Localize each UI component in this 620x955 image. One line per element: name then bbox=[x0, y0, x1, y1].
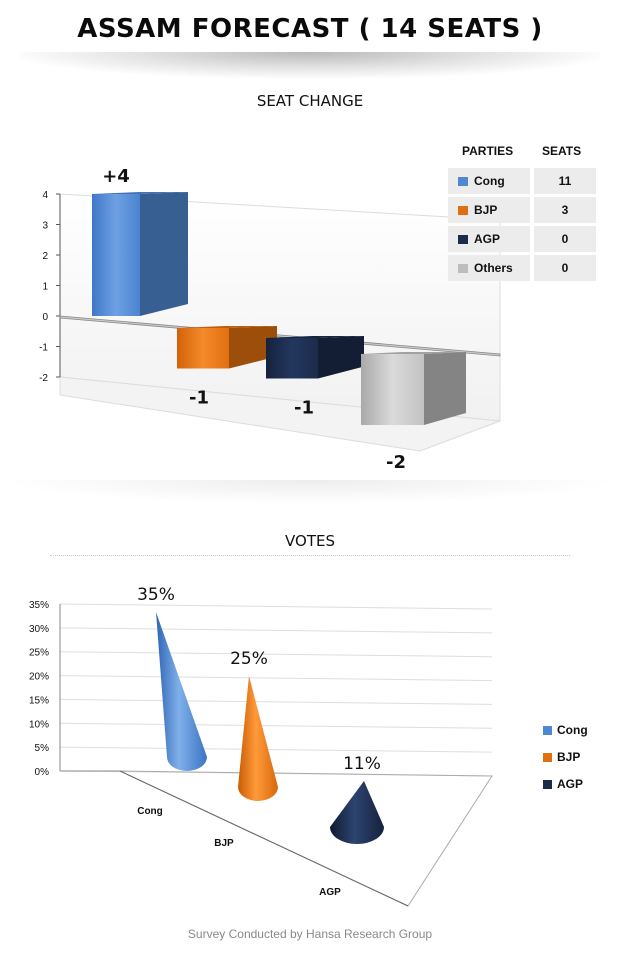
y-tick-label: 10% bbox=[29, 719, 49, 730]
table-header-parties: PARTIES bbox=[462, 144, 514, 158]
seats-cell: 3 bbox=[534, 197, 596, 223]
seats-cell: 0 bbox=[534, 226, 596, 252]
seats-cell: 11 bbox=[534, 168, 596, 194]
y-tick-label: 0% bbox=[35, 767, 50, 778]
x-tick-label: Cong bbox=[137, 806, 163, 817]
y-tick-label: 0 bbox=[42, 312, 48, 323]
party-cell: Cong bbox=[448, 168, 530, 194]
legend-item: AGP bbox=[543, 776, 620, 794]
bjp-swatch bbox=[458, 206, 468, 215]
grid-line bbox=[59, 746, 493, 753]
bar-top-face bbox=[177, 326, 277, 328]
party-cell: BJP bbox=[448, 197, 530, 223]
grid-line bbox=[59, 603, 493, 610]
cone-mark bbox=[238, 676, 278, 801]
y-tick-label: 2 bbox=[42, 251, 48, 262]
votes-chart: 35% 30% 25% 20% 15% 10% 5% 0% Cong BJP AGP 35% 25% 1… bbox=[29, 585, 493, 907]
cone-mark bbox=[330, 781, 384, 844]
header: ASSAM FORECAST ( 14 SEATS ) bbox=[0, 0, 620, 90]
grid-line bbox=[59, 651, 493, 658]
x-tick-label: BJP bbox=[214, 838, 234, 849]
bjp-legend-swatch bbox=[543, 753, 552, 762]
legend-label: BJP bbox=[557, 750, 581, 764]
bar-side-face bbox=[318, 336, 364, 379]
bar-front-face bbox=[361, 354, 424, 425]
agp-swatch bbox=[458, 235, 468, 244]
footer-credit: Survey Conducted by Hansa Research Group bbox=[187, 927, 433, 941]
legend-label: AGP bbox=[557, 777, 584, 791]
table-row: Cong 11 bbox=[448, 168, 598, 194]
y-tick-label: 20% bbox=[29, 672, 49, 683]
y-tick-label: 25% bbox=[29, 648, 49, 659]
legend-label: Cong bbox=[557, 723, 588, 737]
x-tick-label: AGP bbox=[319, 887, 341, 898]
y-tick-label: 15% bbox=[29, 695, 49, 706]
seat-change-title: SEAT CHANGE bbox=[256, 92, 364, 110]
data-label: 35% bbox=[137, 585, 175, 605]
section-separator bbox=[0, 480, 620, 504]
y-tick-label: 35% bbox=[29, 600, 49, 611]
legend-item: BJP bbox=[543, 749, 620, 767]
bar-front-face bbox=[177, 328, 229, 369]
floor bbox=[59, 376, 501, 452]
data-label: 11% bbox=[343, 754, 381, 774]
bar-side-face bbox=[140, 192, 188, 316]
votes-title: VOTES bbox=[285, 532, 335, 550]
title-shadow bbox=[20, 52, 600, 78]
data-label: -1 bbox=[294, 398, 314, 419]
y-tick-label: 3 bbox=[42, 221, 48, 232]
bar-top-face bbox=[92, 192, 188, 194]
agp-legend-swatch bbox=[543, 780, 552, 789]
grid-line bbox=[59, 627, 493, 634]
votes-divider bbox=[50, 555, 570, 556]
cong-swatch bbox=[458, 177, 468, 186]
party-cell: AGP bbox=[448, 226, 530, 252]
x-axis bbox=[119, 770, 409, 907]
table-header-seats: SEATS bbox=[542, 144, 582, 158]
page-title: ASSAM FORECAST ( 14 SEATS ) bbox=[77, 14, 543, 44]
y-tick-label: 1 bbox=[42, 282, 48, 293]
y-tick-label: 30% bbox=[29, 624, 49, 635]
data-label: -2 bbox=[386, 452, 406, 473]
table-row: BJP 3 bbox=[448, 197, 598, 223]
party-name: Others bbox=[474, 261, 513, 275]
cone-mark bbox=[156, 612, 207, 771]
bar-top-face bbox=[266, 336, 364, 338]
party-name: Cong bbox=[474, 174, 505, 188]
bar-side-face bbox=[424, 352, 466, 425]
y-tick-label: 5% bbox=[35, 743, 50, 754]
bar-top-face bbox=[361, 352, 466, 354]
others-swatch bbox=[458, 264, 468, 273]
y-tick-label: -2 bbox=[39, 373, 48, 384]
bar-front-face bbox=[266, 338, 318, 379]
cong-legend-swatch bbox=[543, 726, 552, 735]
data-label: -1 bbox=[189, 388, 209, 409]
legend-item: Cong bbox=[543, 722, 620, 740]
bar-side-face bbox=[229, 326, 277, 369]
grid-line bbox=[59, 675, 493, 682]
grid-line bbox=[59, 722, 493, 729]
seat-change-chart: 4 3 2 1 0 -1 -2 +4 -1 -1 -2 bbox=[39, 166, 501, 473]
bar-front-face bbox=[92, 194, 140, 316]
data-label: +4 bbox=[102, 166, 130, 187]
seats-cell: 0 bbox=[534, 255, 596, 281]
table-row: Others 0 bbox=[448, 255, 598, 281]
table-row: AGP 0 bbox=[448, 226, 598, 252]
party-cell: Others bbox=[448, 255, 530, 281]
party-name: BJP bbox=[474, 203, 498, 217]
party-name: AGP bbox=[474, 232, 501, 246]
data-label: 25% bbox=[230, 649, 268, 669]
grid-line bbox=[59, 698, 493, 705]
floor-outline bbox=[119, 770, 493, 907]
y-tick-label: 4 bbox=[42, 190, 48, 201]
y-tick-label: -1 bbox=[39, 343, 48, 354]
